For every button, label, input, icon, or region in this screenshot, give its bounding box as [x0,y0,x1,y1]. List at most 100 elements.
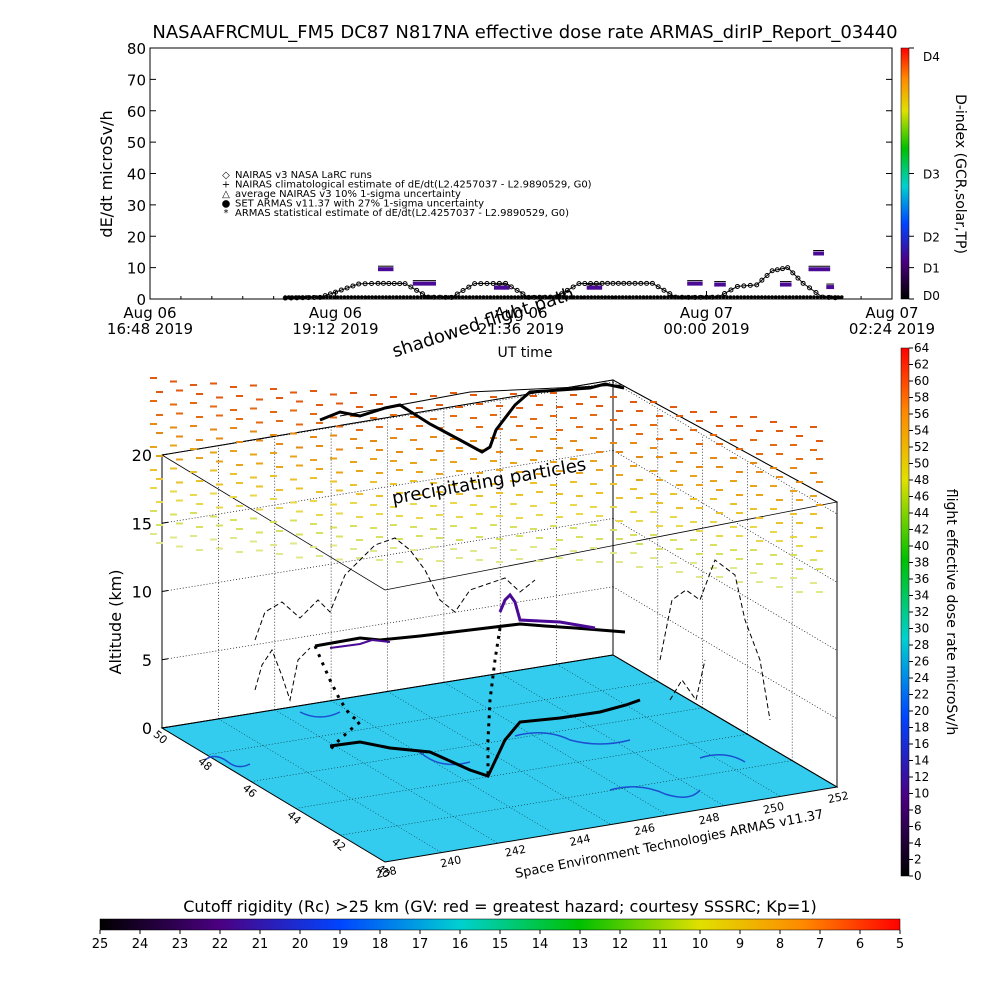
top-x-tick-label-date: Aug 07 [680,304,733,322]
dose-colorbar-tick-label: 24 [914,671,929,685]
nairas-marker [734,283,740,289]
baseline-marker [516,295,521,299]
nairas-marker [496,280,502,286]
baseline-marker [627,295,632,299]
cutoff-colorbar-tick-label: 14 [532,937,549,952]
d-index-tick-label: D3 [923,168,940,182]
nairas-marker [774,267,780,273]
top-y-tick-label: 80 [127,40,146,58]
altitude-gridline [612,518,838,651]
top-x-tick-label-time: 00:00 2019 [663,320,749,338]
nairas-marker [537,294,543,300]
baseline-marker [342,295,347,299]
dose-colorbar-tick-label: 54 [914,424,929,438]
nairas-marker [408,284,414,290]
nairas-marker [759,277,765,283]
ground-gridline [340,760,793,836]
nairas-marker [800,280,806,286]
ground-gridline [330,700,555,835]
nairas-marker [322,293,328,299]
baseline-marker [784,295,788,299]
baseline-marker [572,295,576,299]
top-y-tick-label: 10 [127,260,146,278]
nairas-marker [685,294,691,300]
dose-colorbar-tick-label: 62 [914,358,929,372]
nairas-marker [644,280,650,286]
baseline-marker [471,295,475,299]
longitude-tick-label: 238 [375,864,398,881]
baseline-marker [808,295,813,299]
nairas-marker [819,294,825,300]
longitude-tick-label: 246 [633,821,656,838]
dose-colorbar-tick-label: 8 [914,803,922,817]
dose-colorbar-tick-label: 6 [914,820,922,834]
nairas-marker [621,280,627,286]
nairas-marker [655,284,661,290]
nairas-marker [679,294,685,300]
nairas-marker [531,294,537,300]
nairas-marker [795,275,801,281]
baseline-marker [586,295,590,299]
nairas-marker [638,280,644,286]
nairas-marker [553,294,559,300]
baseline-marker [763,295,768,299]
baseline-marker [655,295,660,299]
baseline-marker [575,295,580,299]
top-y-tick-label: 20 [127,228,146,246]
baseline-marker [335,295,340,299]
flight-path-purple-low [329,638,391,649]
nairas-marker [300,295,306,301]
top-legend: ◇ NAIRAS v3 NASA LaRC runs + NAIRAS climato… [222,170,592,219]
altitude-tick-label: 15 [132,514,152,533]
cutoff-colorbar-tick-label: 15 [492,937,509,952]
baseline-marker [659,295,663,299]
top-x-tick-label-time: 16:48 2019 [107,320,193,338]
dose-colorbar-tick-label: 22 [914,688,929,702]
legend-marker: △ [222,189,230,200]
baseline-marker [502,295,507,299]
baseline-marker [481,295,486,299]
baseline-marker [617,295,621,299]
altitude-tick-label: 5 [142,651,152,670]
dose-colorbar-tick-label: 32 [914,605,929,619]
nairas-marker [632,280,638,286]
baseline-marker [415,295,420,299]
nairas-marker [431,294,437,300]
dose-colorbar-tick-label: 56 [914,407,929,421]
cutoff-colorbar-tick-label: 13 [572,937,589,952]
flight-path-ground [329,698,641,778]
nairas-marker [437,294,443,300]
cutoff-colorbar-tick-label: 9 [736,937,744,952]
ground-gridline [251,707,703,782]
dose-colorbar-tick-label: 52 [914,440,929,454]
nairas-marker [402,281,408,287]
dose-colorbar-tick-label: 40 [914,539,929,553]
dose-colorbar-tick-label: 18 [914,721,929,735]
nairas-marker [741,283,747,289]
flight-path-drop [486,627,502,775]
nairas-marker [704,294,709,300]
cutoff-colorbar-tick-label: 25 [92,937,109,952]
nairas-marker [490,280,496,286]
baseline-marker [495,295,500,299]
ground-gridline [443,682,668,816]
top-x-tick-label-date: Aug 07 [865,304,918,322]
baseline-marker [638,295,642,299]
nairas-marker [419,291,425,297]
longitude-tick-label: 240 [439,853,462,870]
dose-colorbar-tick-label: 36 [914,572,929,586]
shadowed-flight-path-thin [339,384,623,417]
nairas-marker [582,281,588,287]
nairas-marker [514,287,520,293]
nairas-marker [327,291,333,297]
top-x-tick-label-date: Aug 06 [494,304,547,322]
legend-marker: ● [222,199,231,210]
baseline-marker [366,295,371,299]
baseline-marker [759,295,764,299]
d-index-tick-label: D1 [923,262,940,276]
ground-gridline [274,709,499,844]
baseline-marker [746,295,750,299]
baseline-marker [384,295,388,299]
altitude-gridline [612,449,838,583]
baseline-marker [641,295,646,299]
